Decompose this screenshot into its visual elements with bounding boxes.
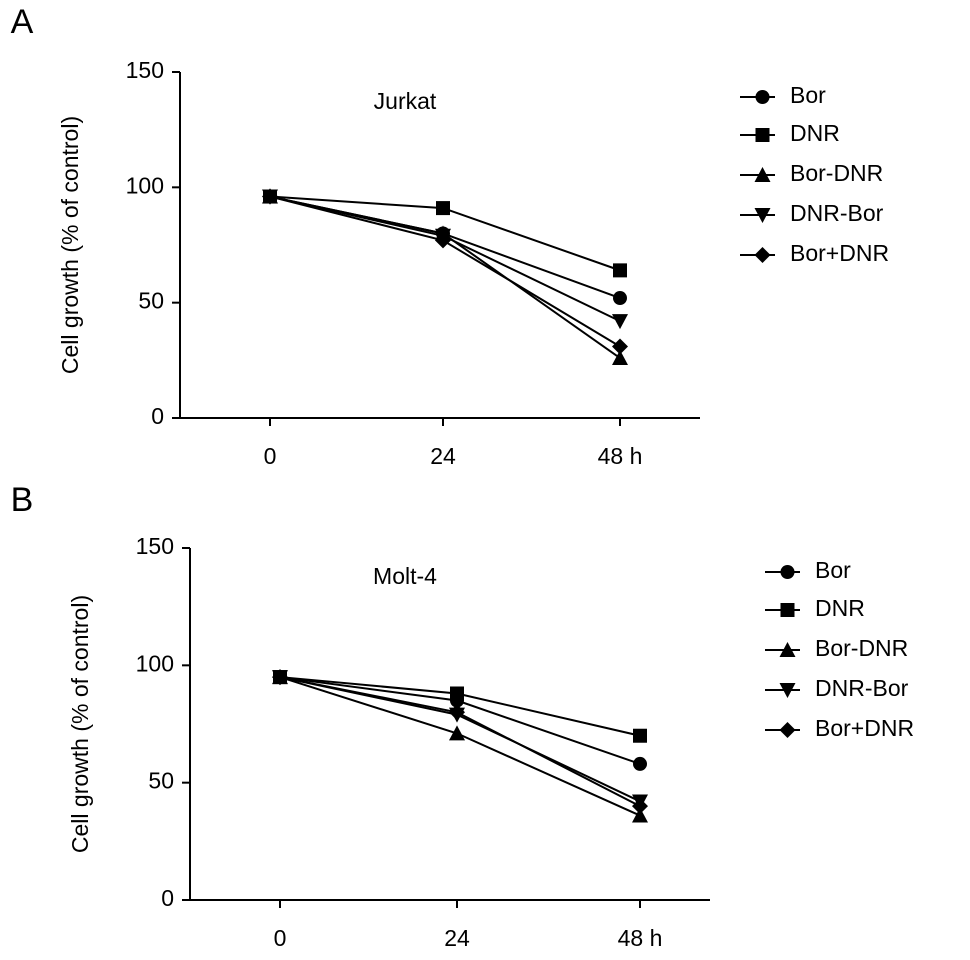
marker — [779, 642, 796, 657]
marker — [612, 350, 628, 366]
marker — [449, 725, 465, 741]
legend-label: DNR — [815, 595, 865, 621]
marker — [449, 704, 465, 721]
x-tick-label: 24 — [430, 443, 456, 469]
marker — [612, 314, 628, 330]
marker — [632, 798, 648, 815]
marker — [754, 247, 771, 263]
y-tick-label: 0 — [151, 403, 164, 429]
x-tick-label: 0 — [264, 443, 277, 469]
marker — [613, 263, 627, 278]
marker — [613, 291, 627, 306]
y-tick-label: 0 — [161, 885, 174, 911]
marker — [755, 128, 770, 142]
legend-label: DNR-Bor — [790, 200, 884, 226]
marker — [754, 167, 771, 182]
x-tick-label: 0 — [274, 925, 287, 951]
x-tick-label: 48 h — [598, 443, 643, 469]
series-line — [269, 195, 621, 323]
marker — [612, 338, 628, 355]
marker — [780, 565, 795, 579]
marker — [755, 90, 770, 104]
marker — [436, 201, 450, 216]
legend-label: Bor+DNR — [815, 715, 914, 741]
chart-title: Molt-4 — [373, 563, 437, 589]
y-tick-label: 50 — [138, 288, 164, 314]
series-line — [269, 195, 621, 359]
legend-label: DNR-Bor — [815, 675, 909, 701]
y-tick-label: 100 — [136, 650, 174, 676]
marker — [779, 722, 796, 738]
y-tick-label: 150 — [126, 57, 164, 83]
legend-label: DNR — [790, 120, 840, 146]
marker — [754, 208, 771, 223]
legend-label: Bor — [790, 82, 826, 108]
marker — [633, 728, 647, 743]
marker — [633, 756, 647, 771]
x-tick-label: 48 h — [618, 925, 663, 951]
legend-label: Bor-DNR — [815, 635, 908, 661]
legend-label: Bor — [815, 557, 851, 583]
marker — [450, 686, 464, 701]
y-axis-label: Cell growth (% of control) — [67, 595, 93, 853]
y-tick-label: 50 — [148, 768, 174, 794]
marker — [435, 232, 451, 249]
legend-label: Bor+DNR — [790, 240, 889, 266]
marker — [779, 683, 796, 698]
marker — [262, 188, 278, 205]
series-line — [269, 195, 621, 348]
chart-title: Jurkat — [374, 88, 437, 114]
marker — [632, 807, 648, 823]
panel-label: A — [11, 3, 34, 41]
marker — [780, 603, 795, 617]
x-tick-label: 24 — [444, 925, 470, 951]
y-tick-label: 100 — [126, 172, 164, 198]
legend-label: Bor-DNR — [790, 160, 883, 186]
marker — [272, 669, 288, 686]
y-tick-label: 150 — [136, 533, 174, 559]
y-axis-label: Cell growth (% of control) — [57, 116, 83, 374]
panel-label: B — [11, 481, 34, 519]
